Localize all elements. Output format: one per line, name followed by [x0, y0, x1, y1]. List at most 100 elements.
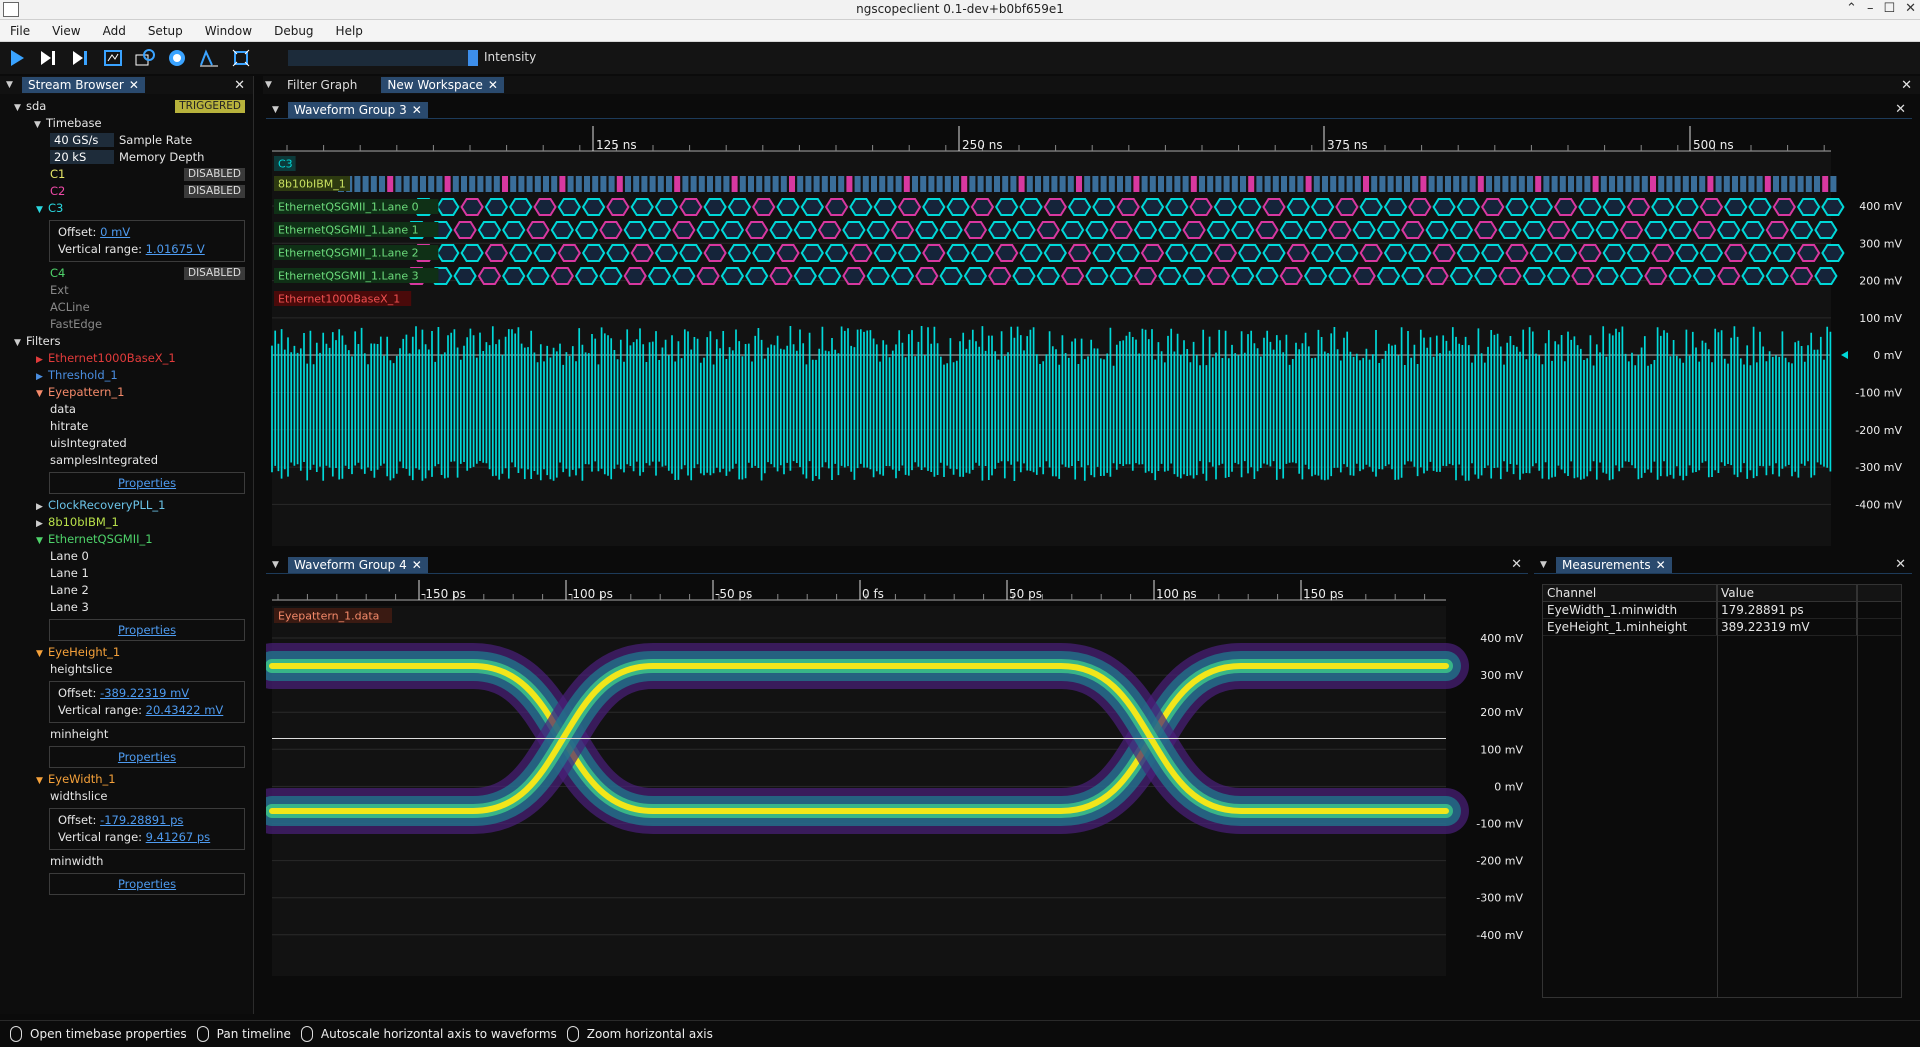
properties-link[interactable]: Properties — [117, 623, 177, 637]
timebase-node[interactable]: ▼ Timebase — [0, 115, 253, 132]
expand-icon[interactable]: ▶ — [36, 502, 43, 512]
close-workspace-icon[interactable]: ✕ — [1901, 77, 1912, 93]
panel-menu-icon[interactable]: ▼ — [272, 559, 279, 570]
tab-stream-browser[interactable]: Stream Browser ✕ — [22, 77, 145, 93]
stream-widthslice[interactable]: widthslice — [50, 789, 108, 803]
stream-minwidth[interactable]: minwidth — [50, 854, 104, 868]
properties-link[interactable]: Properties — [117, 877, 177, 891]
menu-file[interactable]: File — [10, 23, 31, 38]
table-row[interactable]: EyeWidth_1.minwidth 179.28891 ps — [1543, 602, 1901, 619]
window-close-button[interactable]: ✕ — [1905, 1, 1916, 16]
expand-icon[interactable]: ▼ — [34, 120, 41, 130]
menu-help[interactable]: Help — [335, 23, 363, 38]
stream-lane2[interactable]: Lane 2 — [50, 583, 89, 597]
close-panel-icon[interactable]: ✕ — [234, 77, 245, 93]
close-icon[interactable]: ✕ — [1655, 557, 1666, 572]
window-minimize-button[interactable]: – — [1866, 1, 1874, 16]
filter-qsgmii[interactable]: ▼ EthernetQSGMII_1 — [0, 531, 253, 548]
window-maximize-button[interactable]: ☐ — [1883, 1, 1896, 16]
c3-offset-value[interactable]: 0 mV — [100, 225, 131, 239]
tab-measurements[interactable]: Measurements ✕ — [1556, 556, 1672, 573]
force-trigger-icon[interactable] — [70, 47, 92, 69]
history-icon[interactable] — [134, 47, 156, 69]
close-icon[interactable]: ✕ — [128, 78, 139, 92]
filter-clockrecovery[interactable]: ▶ ClockRecoveryPLL_1 — [0, 497, 253, 514]
memory-depth-field[interactable]: 20 kS — [50, 150, 114, 164]
waveform-group-3-canvas[interactable]: 125 ns 250 ns 375 ns 500 ns 400 mV 300 mV 200 … — [266, 121, 1912, 546]
panel-menu-icon[interactable]: ▼ — [1540, 559, 1547, 570]
c3-vrange-value[interactable]: 1.01675 V — [145, 242, 205, 256]
close-icon[interactable]: ✕ — [487, 78, 498, 92]
column-header-value[interactable]: Value — [1717, 585, 1857, 601]
stream-hitrate[interactable]: hitrate — [50, 419, 89, 433]
disabled-badge[interactable]: DISABLED — [184, 185, 245, 198]
close-panel-icon[interactable]: ✕ — [1511, 557, 1522, 572]
expand-icon[interactable]: ▼ — [36, 389, 43, 399]
menu-view[interactable]: View — [52, 23, 81, 38]
filter-threshold[interactable]: ▶ Threshold_1 — [0, 367, 253, 384]
filter-ethernet1000basex[interactable]: ▶ Ethernet1000BaseX_1 — [0, 350, 253, 367]
tab-waveform-group-4[interactable]: Waveform Group 4 ✕ — [288, 556, 428, 573]
stream-samplesintegrated[interactable]: samplesIntegrated — [50, 453, 159, 467]
close-panel-icon[interactable]: ✕ — [1895, 102, 1906, 117]
expand-icon[interactable]: ▼ — [36, 649, 43, 659]
channel-c2[interactable]: C2 DISABLED — [0, 183, 253, 200]
tab-new-workspace[interactable]: New Workspace ✕ — [381, 77, 504, 93]
stream-lane0[interactable]: Lane 0 — [50, 549, 89, 563]
filter-8b10b[interactable]: ▶ 8b10bIBM_1 — [0, 514, 253, 531]
window-shade-button[interactable]: ⌃ — [1846, 1, 1857, 16]
eyewidth-offset-value[interactable]: -179.28891 ps — [100, 813, 184, 827]
stream-data[interactable]: data — [50, 402, 76, 416]
menu-debug[interactable]: Debug — [274, 23, 314, 38]
channel-c1[interactable]: C1 DISABLED — [0, 166, 253, 183]
channel-ext[interactable]: Ext — [50, 283, 69, 297]
panel-menu-icon[interactable]: ▼ — [6, 80, 13, 90]
expand-icon[interactable]: ▶ — [36, 355, 43, 365]
column-header-channel[interactable]: Channel — [1543, 585, 1717, 601]
measure-icon[interactable] — [198, 47, 220, 69]
scope-node[interactable]: ▼ sda TRIGGERED — [0, 98, 253, 115]
expand-icon[interactable]: ▶ — [36, 519, 43, 529]
channel-acline[interactable]: ACLine — [50, 300, 90, 314]
filter-eyewidth[interactable]: ▼ EyeWidth_1 — [0, 771, 253, 788]
channel-c3[interactable]: ▼ C3 — [0, 200, 253, 217]
expand-icon[interactable]: ▼ — [36, 776, 43, 786]
properties-link[interactable]: Properties — [117, 476, 177, 490]
stop-trigger-icon[interactable] — [102, 47, 124, 69]
disabled-badge[interactable]: DISABLED — [184, 267, 245, 280]
properties-link[interactable]: Properties — [117, 750, 177, 764]
channel-fastedge[interactable]: FastEdge — [50, 317, 103, 331]
intensity-slider-thumb[interactable] — [468, 50, 478, 66]
close-icon[interactable]: ✕ — [411, 557, 422, 572]
expand-icon[interactable]: ▼ — [14, 103, 21, 113]
waveform-group-4-canvas[interactable]: -150 ps -100 ps -50 ps 0 fs 50 ps 100 ps 150 p… — [266, 576, 1528, 1001]
expand-icon[interactable]: ▼ — [36, 205, 43, 215]
fullscreen-icon[interactable] — [230, 47, 252, 69]
stream-lane1[interactable]: Lane 1 — [50, 566, 89, 580]
tab-waveform-group-3[interactable]: Waveform Group 3 ✕ — [288, 101, 428, 118]
menu-setup[interactable]: Setup — [147, 23, 183, 38]
close-panel-icon[interactable]: ✕ — [1895, 557, 1906, 572]
filter-eyeheight[interactable]: ▼ EyeHeight_1 — [0, 644, 253, 661]
eyewidth-vrange-value[interactable]: 9.41267 ps — [145, 830, 211, 844]
disabled-badge[interactable]: DISABLED — [184, 168, 245, 181]
close-icon[interactable]: ✕ — [411, 102, 422, 117]
panel-menu-icon[interactable]: ▼ — [265, 80, 272, 90]
menu-add[interactable]: Add — [102, 23, 126, 38]
intensity-slider[interactable] — [288, 50, 478, 66]
tab-filter-graph[interactable]: Filter Graph — [281, 77, 363, 93]
sample-rate-field[interactable]: 40 GS/s — [50, 133, 114, 147]
stream-uisintegrated[interactable]: uisIntegrated — [50, 436, 127, 450]
expand-icon[interactable]: ▼ — [14, 338, 21, 348]
refresh-icon[interactable] — [166, 47, 188, 69]
menu-window[interactable]: Window — [204, 23, 253, 38]
expand-icon[interactable]: ▼ — [36, 536, 43, 546]
eyeheight-offset-value[interactable]: -389.22319 mV — [100, 686, 190, 700]
stream-minheight[interactable]: minheight — [50, 727, 109, 741]
stream-lane3[interactable]: Lane 3 — [50, 600, 89, 614]
table-row[interactable]: EyeHeight_1.minheight 389.22319 mV — [1543, 619, 1901, 636]
expand-icon[interactable]: ▶ — [36, 372, 43, 382]
run-trigger-icon[interactable] — [6, 47, 28, 69]
eyeheight-vrange-value[interactable]: 20.43422 mV — [145, 703, 224, 717]
panel-menu-icon[interactable]: ▼ — [272, 104, 279, 115]
